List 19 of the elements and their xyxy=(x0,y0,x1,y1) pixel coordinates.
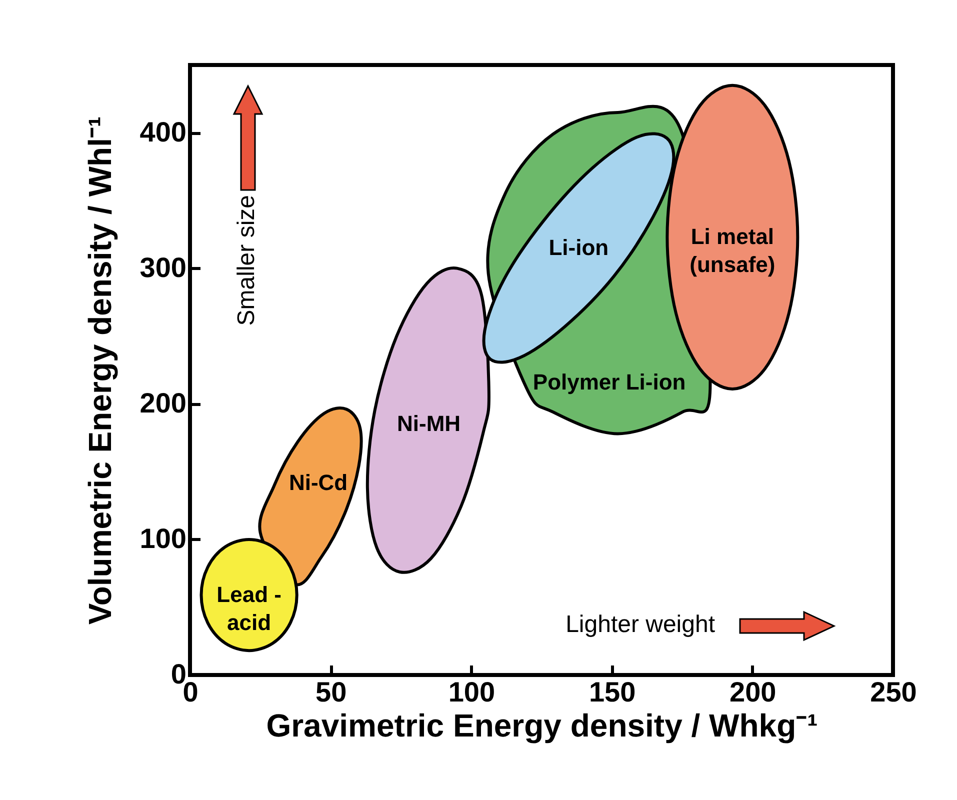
series-label: Li-ion xyxy=(548,235,609,260)
annotation: Lighter weight xyxy=(566,611,716,638)
x-tick-label: 100 xyxy=(448,676,496,708)
y-tick-label: 200 xyxy=(140,387,186,418)
series-label: Polymer Li-ion xyxy=(532,370,686,395)
series-label: Ni-MH xyxy=(397,410,461,436)
y-tick-label: 100 xyxy=(140,522,186,554)
series-label: Li metal (unsafe) xyxy=(690,224,776,278)
y-axis-title: Volumetric Energy density / Whl⁻¹ xyxy=(82,116,118,625)
series-label: Lead - acid xyxy=(216,582,282,636)
x-tick-label: 250 xyxy=(870,676,917,708)
y-tick-label: 300 xyxy=(140,252,186,283)
annotation: Smaller size xyxy=(233,195,260,326)
x-tick-label: 150 xyxy=(588,676,636,708)
y-tick-label: 400 xyxy=(140,116,186,148)
series-label: Ni-Cd xyxy=(288,470,348,496)
x-tick-label: 200 xyxy=(730,676,776,708)
x-tick-label: 50 xyxy=(316,676,347,708)
x-axis-title: Gravimetric Energy density / Whkg⁻¹ xyxy=(266,708,818,744)
